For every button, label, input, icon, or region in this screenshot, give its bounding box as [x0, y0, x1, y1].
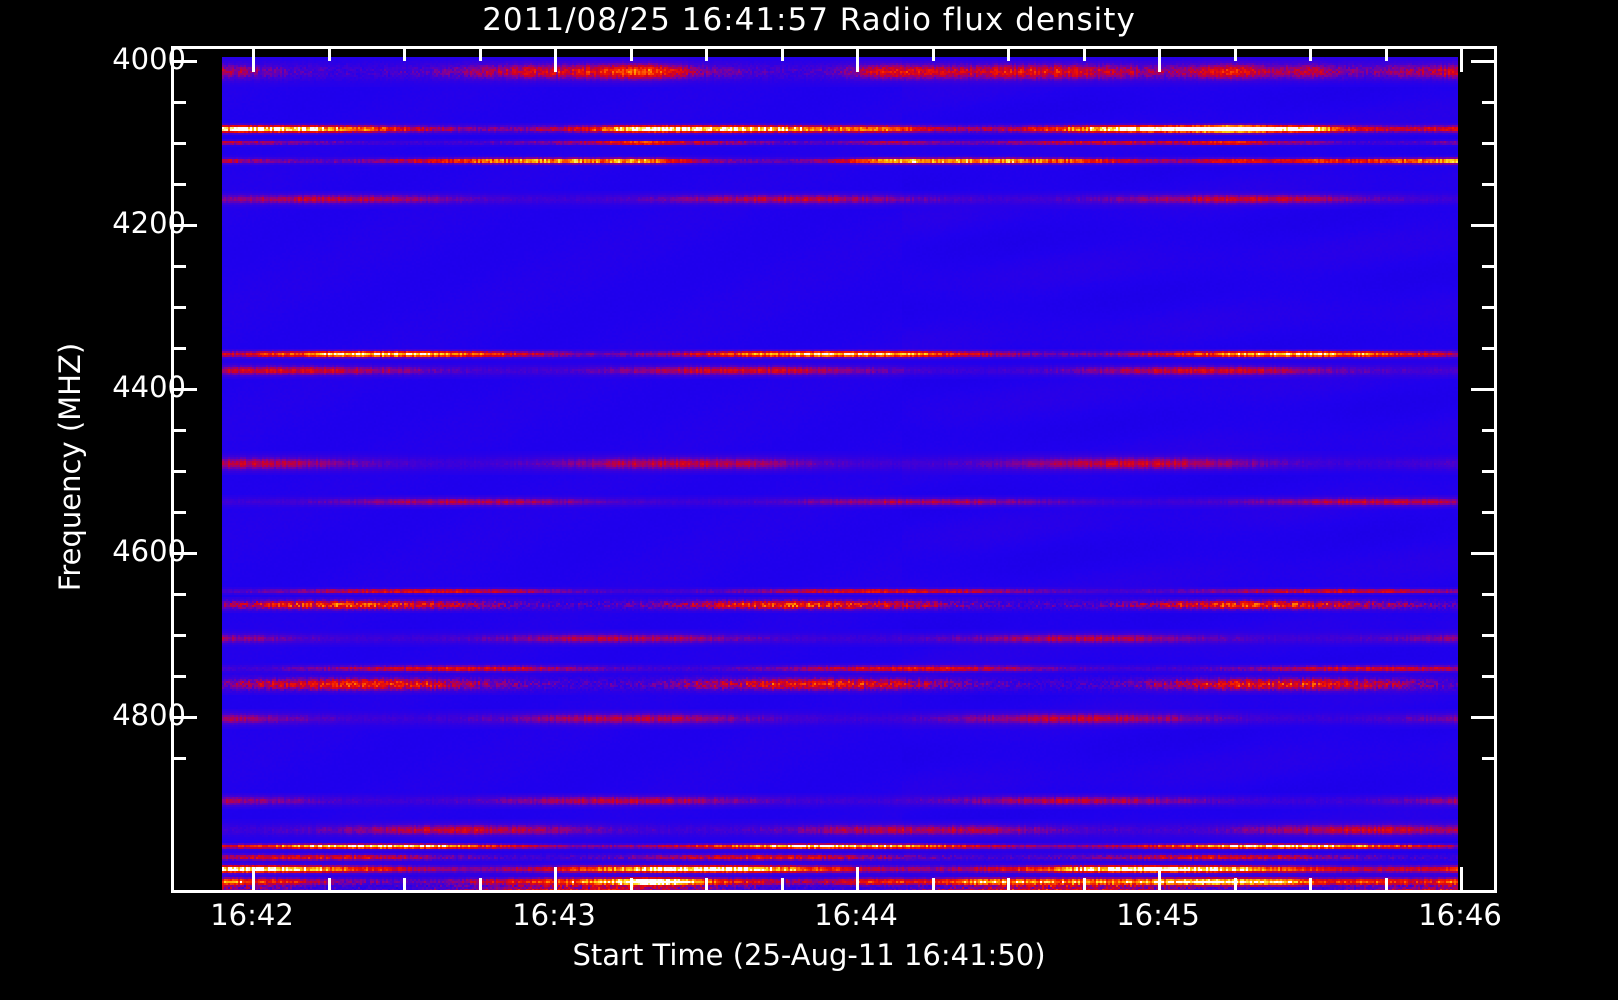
y-tick-minor-right: [1482, 265, 1497, 268]
y-axis-title: Frequency (MHZ): [53, 342, 87, 592]
x-tick-minor: [403, 878, 406, 893]
x-tick-minor: [781, 878, 784, 893]
y-tick-major: [171, 388, 197, 391]
x-tick-major: [856, 867, 859, 893]
y-tick-label: 4200: [112, 206, 186, 240]
y-tick-minor: [171, 634, 186, 637]
y-tick-label: 4000: [112, 42, 186, 76]
x-tick-major: [1460, 867, 1463, 893]
x-tick-major-top: [554, 46, 557, 72]
x-tick-major: [252, 867, 255, 893]
y-tick-minor-right: [1482, 429, 1497, 432]
y-tick-major-right: [1471, 552, 1497, 555]
axes-frame: [171, 46, 1497, 893]
y-tick-minor-right: [1482, 142, 1497, 145]
y-tick-minor-right: [1482, 511, 1497, 514]
x-tick-minor: [1083, 878, 1086, 893]
y-tick-minor: [171, 265, 186, 268]
x-tick-major-top: [856, 46, 859, 72]
y-tick-minor: [171, 347, 186, 350]
x-tick-major-top: [252, 46, 255, 72]
y-tick-major: [171, 552, 197, 555]
x-tick-minor-top: [328, 46, 331, 61]
x-tick-minor: [1385, 878, 1388, 893]
y-tick-minor-right: [1482, 675, 1497, 678]
x-tick-minor: [705, 878, 708, 893]
y-tick-label: 4400: [112, 370, 186, 404]
y-tick-major-right: [1471, 388, 1497, 391]
y-tick-minor: [171, 757, 186, 760]
y-tick-minor: [171, 470, 186, 473]
x-tick-major: [554, 867, 557, 893]
y-tick-label: 4600: [112, 534, 186, 568]
x-tick-minor: [328, 878, 331, 893]
x-tick-minor-top: [781, 46, 784, 61]
y-tick-major-right: [1471, 716, 1497, 719]
y-tick-minor: [171, 101, 186, 104]
y-tick-label: 4800: [112, 698, 186, 732]
y-tick-minor-right: [1482, 634, 1497, 637]
x-tick-label: 16:45: [1116, 898, 1200, 932]
y-tick-minor-right: [1482, 306, 1497, 309]
page-title: 2011/08/25 16:41:57 Radio flux density: [482, 2, 1136, 38]
x-tick-minor-top: [1385, 46, 1388, 61]
y-tick-minor-right: [1482, 593, 1497, 596]
x-tick-label: 16:42: [210, 898, 294, 932]
x-tick-minor-top: [630, 46, 633, 61]
x-tick-minor-top: [479, 46, 482, 61]
spectrogram-image: [222, 57, 1458, 893]
x-tick-label: 16:43: [512, 898, 596, 932]
x-tick-minor: [1309, 878, 1312, 893]
y-tick-minor: [171, 675, 186, 678]
x-tick-minor-top: [1083, 46, 1086, 61]
y-tick-major-right: [1471, 224, 1497, 227]
y-tick-major-right: [1471, 60, 1497, 63]
x-tick-label: 16:46: [1418, 898, 1502, 932]
x-tick-label: 16:44: [814, 898, 898, 932]
y-tick-minor-right: [1482, 183, 1497, 186]
x-tick-major-top: [1158, 46, 1161, 72]
x-tick-minor-top: [705, 46, 708, 61]
y-tick-minor-right: [1482, 101, 1497, 104]
x-tick-minor: [1234, 878, 1237, 893]
x-tick-major-top: [1460, 46, 1463, 72]
x-axis-title: Start Time (25-Aug-11 16:41:50): [572, 938, 1046, 972]
y-tick-major: [171, 716, 197, 719]
x-tick-minor: [932, 878, 935, 893]
y-tick-minor: [171, 511, 186, 514]
y-tick-minor-right: [1482, 470, 1497, 473]
x-tick-major: [1158, 867, 1161, 893]
x-tick-minor: [1007, 878, 1010, 893]
x-tick-minor-top: [1309, 46, 1312, 61]
y-tick-minor: [171, 306, 186, 309]
x-tick-minor-top: [1234, 46, 1237, 61]
y-tick-major: [171, 60, 197, 63]
y-tick-minor-right: [1482, 347, 1497, 350]
x-tick-minor: [479, 878, 482, 893]
x-tick-minor-top: [932, 46, 935, 61]
y-tick-minor: [171, 429, 186, 432]
x-tick-minor: [630, 878, 633, 893]
x-tick-minor-top: [1007, 46, 1010, 61]
y-tick-minor: [171, 142, 186, 145]
y-tick-minor: [171, 593, 186, 596]
y-tick-major: [171, 224, 197, 227]
y-tick-minor: [171, 183, 186, 186]
y-tick-minor-right: [1482, 757, 1497, 760]
x-tick-minor-top: [403, 46, 406, 61]
